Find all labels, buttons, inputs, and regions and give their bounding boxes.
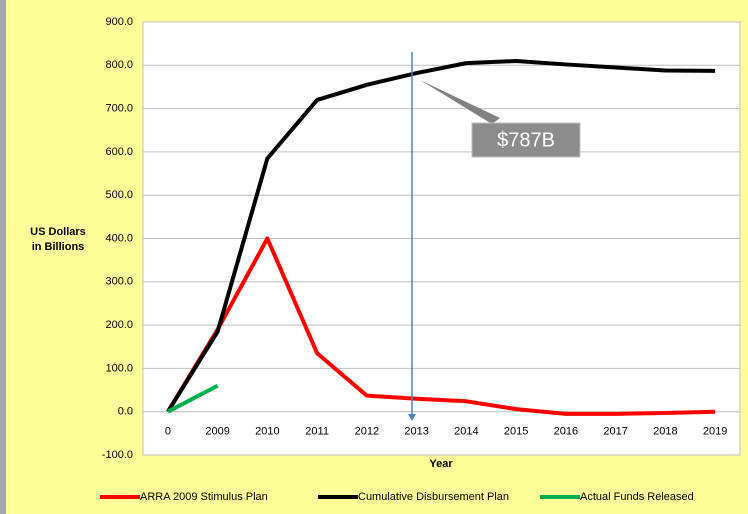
y-tick-label: 500.0 [105,189,133,201]
y-tick-label: 800.0 [105,59,133,71]
x-axis-label: Year [429,458,453,470]
y-axis-label: in Billions [32,241,85,253]
legend-label: Actual Funds Released [580,491,694,503]
y-tick-label: 0.0 [118,406,133,418]
callout-box [471,122,581,158]
callout-pointer [420,80,500,124]
y-tick-label: 200.0 [105,319,133,331]
left-edge [0,0,6,514]
callout-text: $787B [497,129,555,151]
x-tick-label: 0 [165,426,171,438]
y-tick-label: 900.0 [105,16,133,28]
marker-arrowhead [408,414,416,421]
x-tick-label: 2009 [205,426,229,438]
x-tick-label: 2013 [404,426,428,438]
legend-label: Cumulative Disbursement Plan [358,491,509,503]
x-tick-label: 2010 [255,426,279,438]
y-tick-label: 100.0 [105,362,133,374]
x-tick-label: 2017 [603,426,627,438]
y-tick-label: -100.0 [102,449,133,461]
y-tick-label: 700.0 [105,103,133,115]
x-tick-label: 2014 [454,426,478,438]
x-tick-label: 2015 [504,426,528,438]
x-tick-label: 2011 [305,426,329,438]
y-tick-label: 300.0 [105,276,133,288]
x-tick-label: 2012 [355,426,379,438]
legend-label: ARRA 2009 Stimulus Plan [140,491,268,503]
series-line [166,236,716,416]
y-axis-label: US Dollars [30,226,86,238]
x-tick-label: 2019 [703,426,727,438]
series-line [166,383,219,414]
x-tick-label: 2016 [554,426,578,438]
y-tick-label: 400.0 [105,232,133,244]
series-line [166,58,716,413]
y-tick-label: 600.0 [105,146,133,158]
x-tick-label: 2018 [653,426,677,438]
